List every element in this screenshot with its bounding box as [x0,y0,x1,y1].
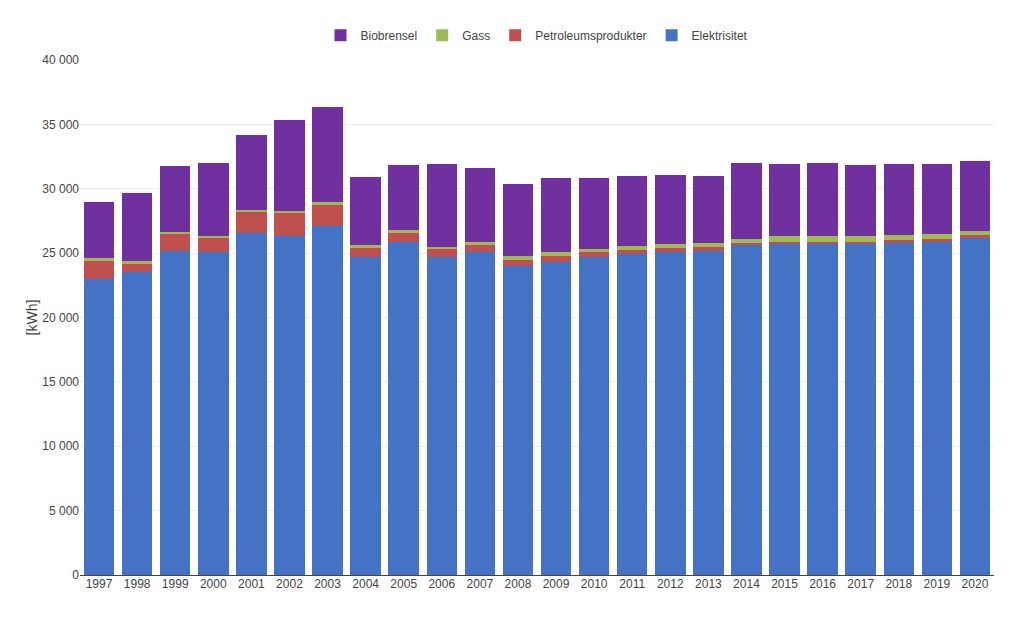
svg-text:2016: 2016 [809,577,836,591]
svg-text:2000: 2000 [200,577,227,591]
svg-text:2004: 2004 [352,577,379,591]
svg-text:2018: 2018 [885,577,912,591]
svg-text:1999: 1999 [162,577,189,591]
svg-text:2011: 2011 [619,577,645,591]
svg-text:[kWh]: [kWh] [24,300,40,336]
svg-text:10 000: 10 000 [42,439,79,453]
svg-text:2001: 2001 [238,577,265,591]
svg-text:35 000: 35 000 [42,118,79,132]
svg-text:2005: 2005 [390,577,417,591]
svg-text:Gass: Gass [462,29,490,43]
svg-text:2012: 2012 [657,577,684,591]
svg-text:Elektrisitet: Elektrisitet [692,29,748,43]
svg-text:2019: 2019 [924,577,951,591]
svg-text:0: 0 [72,568,79,582]
svg-text:40 000: 40 000 [42,53,79,67]
svg-text:2010: 2010 [581,577,608,591]
svg-text:2006: 2006 [428,577,455,591]
svg-text:2003: 2003 [314,577,341,591]
svg-text:25 000: 25 000 [42,246,79,260]
svg-text:2007: 2007 [467,577,494,591]
svg-text:2017: 2017 [847,577,874,591]
svg-text:Biobrensel: Biobrensel [361,29,418,43]
svg-text:5 000: 5 000 [49,504,79,518]
svg-text:20 000: 20 000 [42,311,79,325]
svg-text:1997: 1997 [86,577,113,591]
svg-text:2013: 2013 [695,577,722,591]
svg-text:2014: 2014 [733,577,760,591]
svg-text:2015: 2015 [771,577,798,591]
svg-text:2008: 2008 [505,577,532,591]
svg-text:15 000: 15 000 [42,375,79,389]
svg-text:2020: 2020 [962,577,989,591]
svg-text:Petroleumsprodukter: Petroleumsprodukter [535,29,646,43]
svg-text:2009: 2009 [543,577,570,591]
svg-text:30 000: 30 000 [42,182,79,196]
svg-text:2002: 2002 [276,577,303,591]
svg-text:1998: 1998 [124,577,151,591]
